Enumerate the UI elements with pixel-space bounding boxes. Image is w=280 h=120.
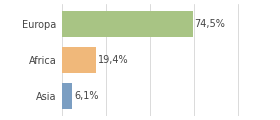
Bar: [62, 83, 72, 109]
Bar: [62, 47, 96, 73]
Bar: [62, 11, 193, 37]
Text: 19,4%: 19,4%: [97, 55, 128, 65]
Text: 6,1%: 6,1%: [74, 91, 99, 101]
Text: 74,5%: 74,5%: [195, 19, 225, 29]
